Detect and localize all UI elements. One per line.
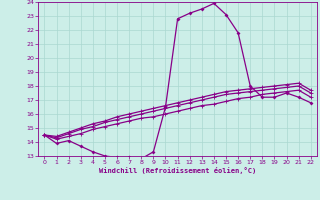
X-axis label: Windchill (Refroidissement éolien,°C): Windchill (Refroidissement éolien,°C) — [99, 167, 256, 174]
